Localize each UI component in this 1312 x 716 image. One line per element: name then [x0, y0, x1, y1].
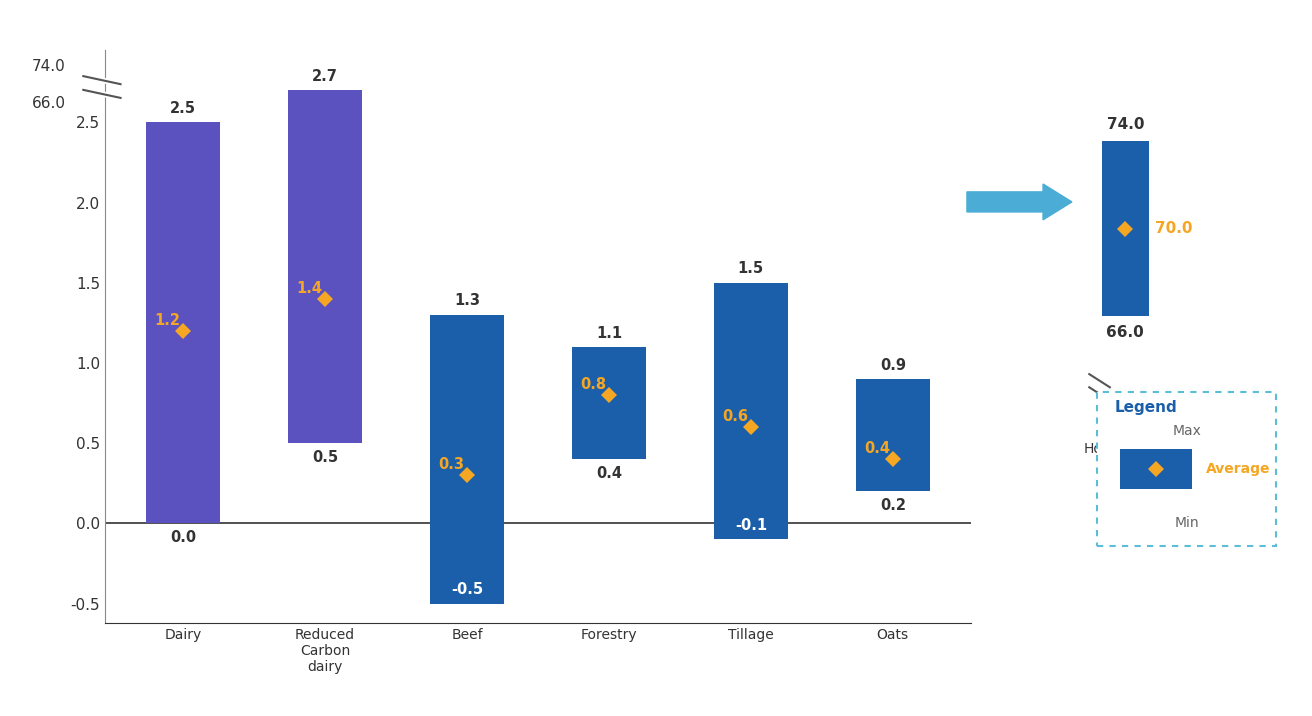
Text: 1.1: 1.1: [596, 326, 622, 341]
Bar: [430, 315, 504, 604]
Text: -0.5: -0.5: [451, 582, 483, 597]
Text: 0.4: 0.4: [596, 465, 622, 480]
Text: -0.1: -0.1: [735, 518, 768, 533]
Bar: [714, 283, 787, 539]
Text: 1.4: 1.4: [297, 281, 323, 296]
Bar: [855, 379, 930, 491]
Bar: [572, 347, 646, 459]
Text: 0.5: 0.5: [312, 450, 338, 465]
Text: 74.0: 74.0: [1106, 117, 1144, 132]
Text: 1.5: 1.5: [737, 261, 764, 276]
Text: 66.0: 66.0: [1106, 325, 1144, 340]
Text: 0.3: 0.3: [438, 457, 464, 472]
Text: Average: Average: [1206, 462, 1270, 476]
Text: 1.2: 1.2: [155, 313, 180, 328]
Text: 1.3: 1.3: [454, 294, 480, 309]
FancyBboxPatch shape: [1120, 449, 1193, 489]
Text: 0.9: 0.9: [880, 357, 905, 372]
Text: 66.0: 66.0: [31, 95, 66, 110]
Text: 2.5: 2.5: [171, 101, 195, 116]
Text: 0.4: 0.4: [865, 441, 890, 456]
Text: 74.0: 74.0: [31, 59, 66, 74]
Text: 70.0: 70.0: [1156, 221, 1193, 236]
Text: 0.2: 0.2: [880, 498, 905, 513]
Text: Glass
Horticulture: Glass Horticulture: [1084, 426, 1166, 457]
Text: Max: Max: [1172, 424, 1202, 438]
Text: 0.6: 0.6: [722, 409, 748, 424]
Text: 2.7: 2.7: [312, 69, 338, 84]
Text: This is net income
with annual debt on
infrastructure and
ongoing energy costs
a: This is net income with annual debt on i…: [670, 135, 871, 248]
Bar: [289, 90, 362, 443]
FancyBboxPatch shape: [1097, 392, 1277, 546]
Bar: [146, 122, 220, 523]
Text: Legend: Legend: [1114, 400, 1177, 415]
Bar: [1102, 141, 1149, 316]
Text: Min: Min: [1174, 516, 1199, 531]
Text: 0.8: 0.8: [580, 377, 606, 392]
Text: 0.0: 0.0: [171, 530, 195, 545]
